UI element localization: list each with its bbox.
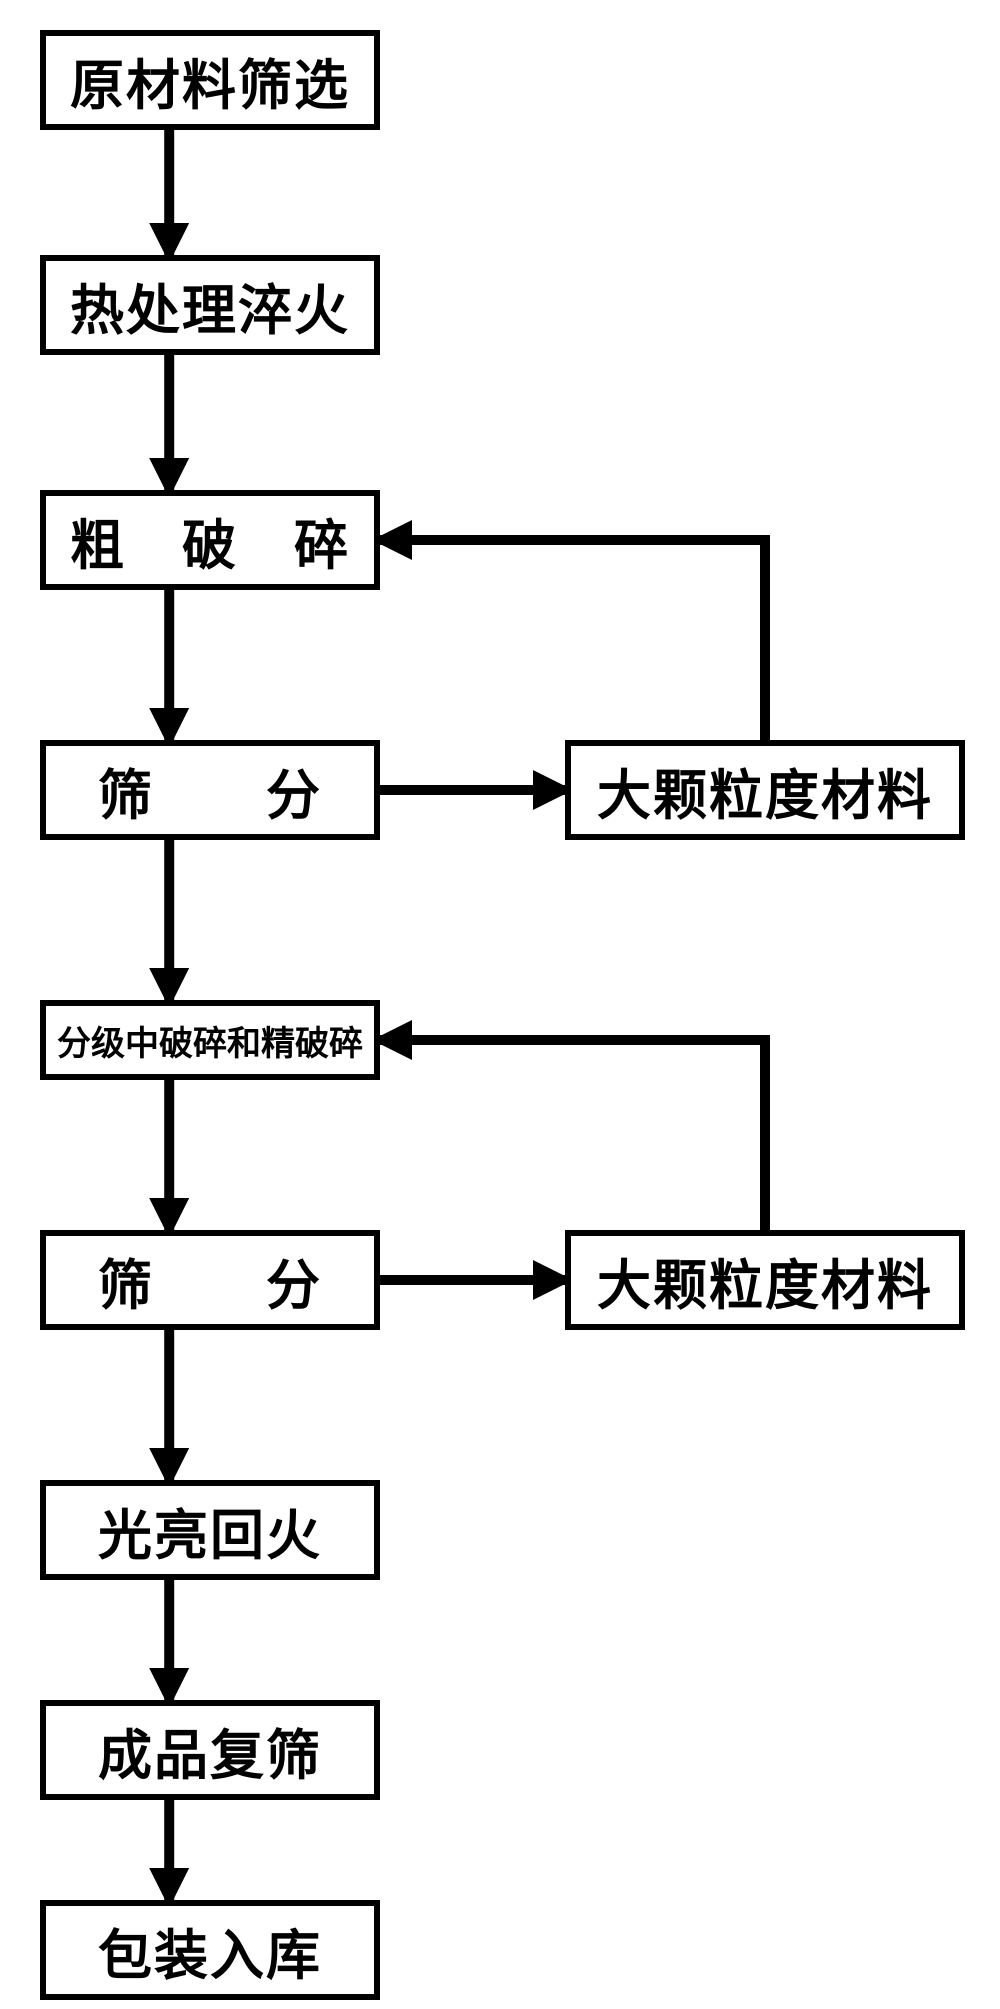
node-label: 筛 分 [98,1241,322,1320]
node-label: 筛 分 [98,751,322,830]
flowchart-node-n8: 成品复筛 [40,1700,380,1800]
flowchart-node-n4: 筛 分 [40,740,380,840]
flowchart-node-s2: 大颗粒度材料 [565,1230,965,1330]
flowchart-node-s1: 大颗粒度材料 [565,740,965,840]
flowchart-node-n2: 热处理淬火 [40,255,380,355]
node-label: 光亮回火 [98,1491,322,1570]
flowchart-node-n5: 分级中破碎和精破碎 [40,1000,380,1080]
node-label: 热处理淬火 [70,266,350,345]
node-label: 大颗粒度材料 [597,1241,933,1320]
node-label: 成品复筛 [98,1711,322,1790]
node-label: 分级中破碎和精破碎 [57,1016,363,1065]
flowchart-canvas: 原材料筛选热处理淬火粗 破 碎筛 分分级中破碎和精破碎筛 分光亮回火成品复筛包装… [0,0,1000,2009]
node-label: 原材料筛选 [70,41,350,120]
flowchart-node-n7: 光亮回火 [40,1480,380,1580]
flowchart-node-n9: 包装入库 [40,1900,380,2000]
flowchart-node-n1: 原材料筛选 [40,30,380,130]
flowchart-node-n6: 筛 分 [40,1230,380,1330]
flowchart-node-n3: 粗 破 碎 [40,490,380,590]
node-label: 粗 破 碎 [70,501,350,580]
node-label: 包装入库 [98,1911,322,1990]
node-label: 大颗粒度材料 [597,751,933,830]
